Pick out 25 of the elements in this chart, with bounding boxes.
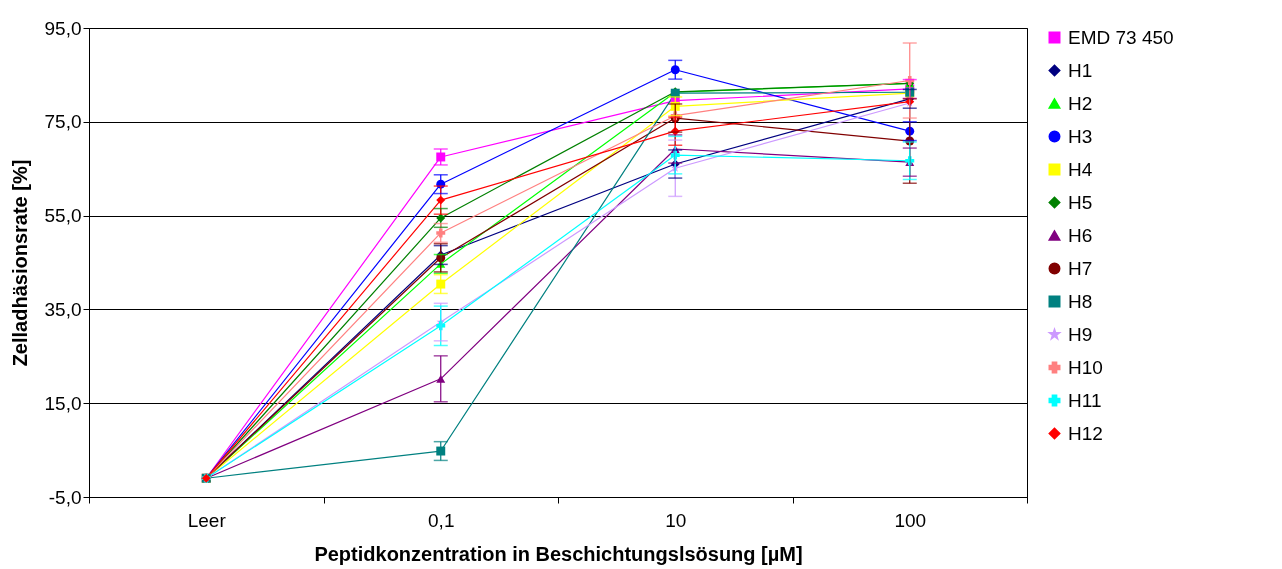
y-axis-title: Zelladhäsionsrate [%] <box>8 159 31 367</box>
x-axis-title: Peptidkonzentration in Beschichtungslsösung [µM] <box>314 542 803 565</box>
legend-label: EMD 73 450 <box>1068 26 1174 48</box>
x-tick-label: Leer <box>187 509 227 531</box>
x-tick-label: 0,1 <box>428 509 455 531</box>
y-tick-label: 75,0 <box>44 111 82 133</box>
y-tick-label: -5,0 <box>48 486 82 508</box>
x-tick-label: 10 <box>665 509 687 531</box>
legend-label: H9 <box>1068 323 1093 345</box>
legend-label: H12 <box>1068 422 1103 444</box>
y-tick-label: 35,0 <box>44 298 82 320</box>
legend-label: H6 <box>1068 224 1093 246</box>
legend-label: H11 <box>1068 389 1102 411</box>
legend-label: H7 <box>1068 257 1093 279</box>
legend-label: H8 <box>1068 290 1093 312</box>
y-tick-label: 15,0 <box>44 392 82 414</box>
y-tick-label: 95,0 <box>44 17 82 39</box>
x-tick-label: 100 <box>894 509 927 531</box>
legend-label: H10 <box>1068 356 1103 378</box>
y-tick-label: 55,0 <box>44 205 82 227</box>
legend-label: H5 <box>1068 191 1093 213</box>
legend-label: H4 <box>1068 158 1093 180</box>
legend-label: H3 <box>1068 125 1093 147</box>
legend-label: H2 <box>1068 92 1093 114</box>
legend-label: H1 <box>1068 59 1093 81</box>
